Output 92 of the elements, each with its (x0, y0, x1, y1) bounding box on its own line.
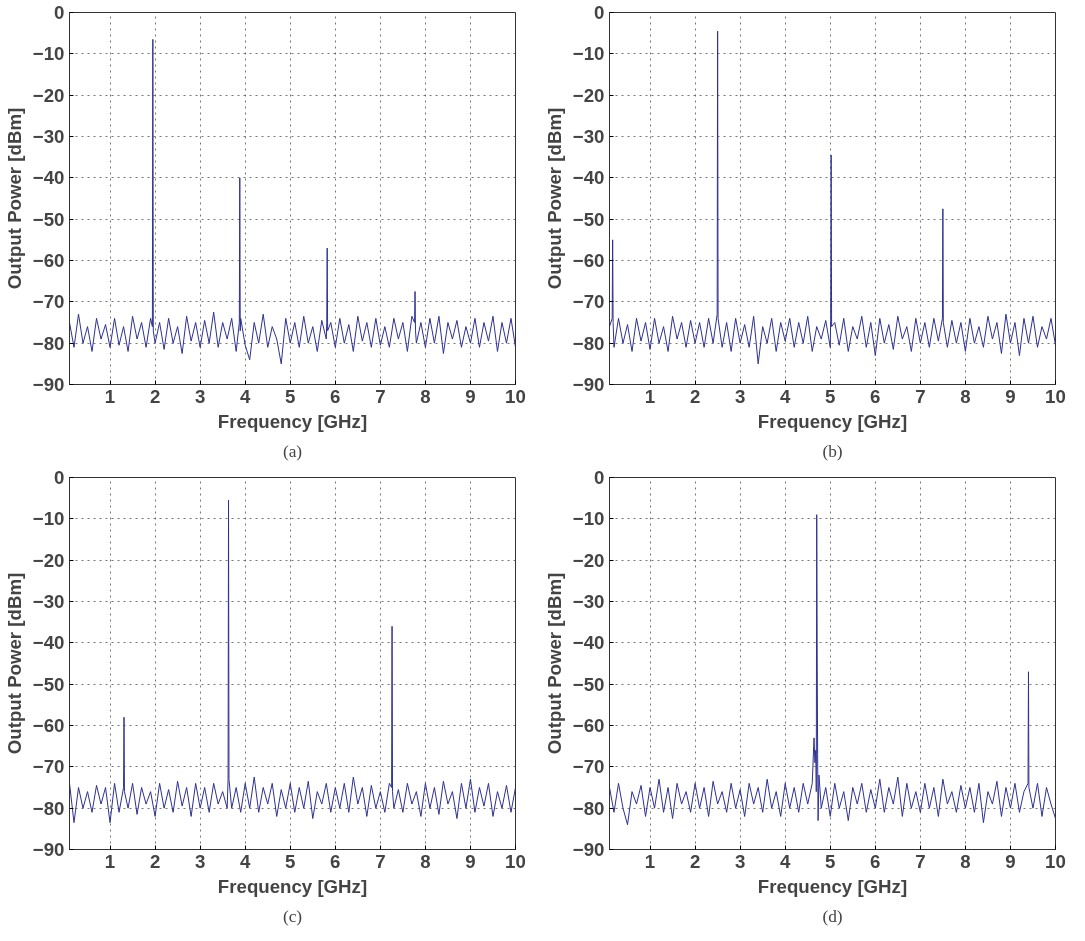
y-tick-label: −10 (572, 508, 605, 530)
x-tick-label: 5 (285, 850, 296, 872)
y-tick-label: −30 (572, 126, 605, 147)
y-tick-label: −90 (32, 839, 65, 860)
x-axis-title: Frequency [GHz] (217, 875, 368, 897)
x-tick-label: 4 (240, 850, 252, 872)
y-tick-label: −90 (572, 839, 605, 860)
text: (d) (822, 906, 843, 926)
x-tick-label: 6 (330, 385, 341, 407)
x-tick-label: 9 (465, 385, 476, 407)
y-axis-title: Output Power [dBm] (3, 107, 25, 290)
x-tick-label: 7 (915, 850, 926, 872)
x-tick-label: 8 (420, 385, 431, 407)
text: (a) (282, 441, 303, 461)
x-tick-label: 6 (870, 850, 881, 872)
y-tick-label: −10 (32, 508, 65, 530)
y-tick-label: −80 (32, 797, 65, 819)
x-tick-label: 5 (825, 385, 836, 407)
x-tick-label: 10 (505, 385, 526, 407)
y-tick-label: −40 (32, 632, 65, 654)
x-axis-title: Frequency [GHz] (757, 875, 908, 897)
y-tick-label: −20 (32, 84, 65, 106)
x-tick-label: 6 (870, 385, 881, 407)
x-tick-label: 6 (330, 850, 341, 872)
y-tick-label: −80 (572, 332, 605, 354)
y-tick-label: −60 (32, 250, 65, 271)
text: (c) (282, 906, 303, 926)
x-tick-label: 10 (505, 850, 526, 872)
y-tick-label: −80 (572, 797, 605, 819)
x-tick-label: 4 (780, 850, 792, 872)
x-axis-title: Frequency [GHz] (757, 410, 908, 432)
y-tick-label: −60 (572, 715, 605, 736)
text: (b) (822, 441, 843, 461)
x-tick-label: 3 (734, 850, 746, 872)
y-tick-label: −50 (572, 673, 605, 695)
x-tick-label: 1 (104, 385, 116, 407)
x-tick-label: 3 (734, 385, 746, 407)
x-tick-label: 2 (149, 850, 161, 872)
x-tick-label: 1 (104, 850, 116, 872)
y-tick-label: −50 (32, 673, 65, 695)
y-axis-title: Output Power [dBm] (543, 572, 565, 755)
x-tick-label: 9 (465, 850, 476, 872)
x-tick-label: 5 (825, 850, 836, 872)
x-tick-label: 8 (960, 385, 971, 407)
y-tick-label: −70 (572, 756, 605, 778)
y-axis-title: Output Power [dBm] (3, 572, 25, 755)
y-tick-label: −10 (32, 43, 65, 65)
x-tick-label: 3 (194, 385, 206, 407)
x-tick-label: 8 (960, 850, 971, 872)
y-tick-label: −80 (32, 332, 65, 354)
x-tick-label: 9 (1005, 850, 1016, 872)
x-tick-label: 2 (689, 850, 701, 872)
y-tick-label: −10 (572, 43, 605, 65)
y-tick-label: −70 (572, 291, 605, 313)
y-tick-label: −40 (32, 167, 65, 189)
x-tick-label: 3 (194, 850, 206, 872)
x-tick-label: 9 (1005, 385, 1016, 407)
x-tick-label: 1 (644, 385, 656, 407)
x-tick-label: 2 (689, 385, 701, 407)
y-tick-label: −60 (32, 715, 65, 736)
x-tick-label: 7 (375, 850, 386, 872)
x-tick-label: 10 (1045, 385, 1066, 407)
y-tick-label: −90 (572, 374, 605, 395)
y-tick-label: 0 (54, 467, 65, 488)
y-tick-label: 0 (594, 2, 605, 23)
y-tick-label: −20 (572, 549, 605, 571)
x-axis-title: Frequency [GHz] (217, 410, 368, 432)
x-tick-label: 2 (149, 385, 161, 407)
y-tick-label: −40 (572, 167, 605, 189)
y-tick-label: −70 (32, 291, 65, 313)
y-axis-title: Output Power [dBm] (543, 107, 565, 290)
y-tick-label: −20 (32, 549, 65, 571)
y-tick-label: −50 (32, 208, 65, 230)
x-tick-label: 7 (375, 385, 386, 407)
y-tick-label: −90 (32, 374, 65, 395)
y-tick-label: 0 (594, 467, 605, 488)
y-tick-label: −50 (572, 208, 605, 230)
y-tick-label: −60 (572, 250, 605, 271)
x-tick-label: 10 (1045, 850, 1066, 872)
y-tick-label: −20 (572, 84, 605, 106)
y-tick-label: −30 (32, 591, 65, 612)
y-tick-label: −40 (572, 632, 605, 654)
y-tick-label: −30 (32, 126, 65, 147)
x-tick-label: 4 (240, 385, 252, 407)
x-tick-label: 8 (420, 850, 431, 872)
x-tick-label: 5 (285, 385, 296, 407)
y-tick-label: 0 (54, 2, 65, 23)
x-tick-label: 4 (780, 385, 792, 407)
x-tick-label: 7 (915, 385, 926, 407)
y-tick-label: −70 (32, 756, 65, 778)
y-tick-label: −30 (572, 591, 605, 612)
x-tick-label: 1 (644, 850, 656, 872)
